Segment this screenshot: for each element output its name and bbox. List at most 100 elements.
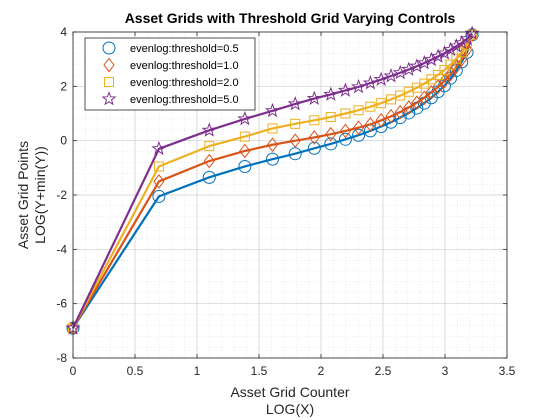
legend-entry: evenlog:threshold=2.0 — [104, 77, 239, 89]
data-point — [238, 159, 252, 173]
data-point — [203, 153, 215, 169]
data-point — [436, 45, 453, 60]
y-tick-label: 4 — [60, 25, 67, 39]
data-point — [266, 137, 279, 153]
data-point — [325, 112, 336, 123]
legend-label: evenlog:threshold=0.5 — [130, 43, 239, 55]
data-point — [375, 112, 387, 128]
x-tick-label: 1.5 — [251, 364, 268, 378]
data-point — [466, 27, 478, 43]
data-point — [202, 170, 216, 184]
data-point — [152, 189, 166, 203]
data-point — [394, 104, 406, 120]
data-point — [443, 41, 459, 57]
x-tick-label: 3.5 — [499, 364, 516, 378]
data-point — [290, 118, 301, 129]
legend-label: evenlog:threshold=2.0 — [130, 77, 239, 89]
x-tick-label: 2.5 — [375, 364, 392, 378]
series-line — [72, 32, 473, 329]
data-point — [307, 141, 321, 155]
legend-entries: evenlog:threshold=0.5 evenlog:threshold=1… — [101, 41, 239, 106]
data-point — [266, 152, 280, 166]
y-tick-label: 2 — [60, 79, 67, 93]
x-tick-label: 2 — [318, 364, 325, 378]
data-point — [456, 47, 467, 58]
data-point — [151, 140, 167, 156]
data-point — [454, 34, 470, 50]
data-point — [451, 53, 462, 64]
data-point — [430, 48, 446, 63]
chart-title: Asset Grids with Threshold Grid Varying … — [125, 10, 456, 26]
y-tick-labels: -8 -6 -4 -2 0 2 4 — [56, 25, 67, 365]
y-tick-label: -4 — [56, 242, 67, 256]
data-point — [352, 120, 365, 135]
data-point — [352, 128, 366, 142]
legend-marker — [103, 57, 115, 73]
data-point — [351, 78, 367, 94]
data-point — [403, 100, 415, 115]
data-point — [339, 123, 352, 139]
y-axis-label-line1: Asset Grid Points — [15, 141, 31, 249]
y-tick-label: 0 — [60, 134, 67, 148]
x-axis-label-line2: LOG(X) — [266, 401, 314, 417]
data-point — [439, 65, 450, 76]
data-point — [373, 71, 389, 86]
data-point — [432, 79, 444, 95]
data-point — [287, 96, 303, 111]
y-tick-label: -8 — [56, 351, 67, 365]
data-point — [153, 174, 165, 189]
data-point — [267, 123, 278, 134]
data-point — [264, 102, 281, 118]
data-point — [289, 133, 301, 148]
series-layer — [65, 25, 480, 336]
data-point — [308, 130, 320, 145]
data-point — [325, 126, 337, 142]
x-tick-label: 1 — [194, 364, 201, 378]
data-point — [401, 61, 417, 76]
legend-label: evenlog:threshold=5.0 — [130, 94, 239, 106]
data-point — [450, 59, 462, 75]
series-line — [72, 34, 474, 329]
legend-entry: evenlog:threshold=5.0 — [101, 91, 239, 106]
data-point — [337, 82, 353, 97]
x-tick-label: 0 — [70, 364, 77, 378]
data-point — [153, 161, 164, 172]
data-point — [425, 84, 437, 100]
series-line — [72, 34, 474, 329]
legend-marker — [102, 41, 116, 55]
data-point — [237, 110, 253, 126]
data-point — [464, 25, 480, 40]
data-point — [445, 59, 456, 70]
series-4 — [65, 25, 480, 335]
y-tick-label: -6 — [56, 297, 67, 311]
data-point — [340, 108, 351, 119]
x-axis-label-line1: Asset Grid Counter — [230, 384, 349, 400]
data-point — [444, 66, 457, 82]
data-point — [423, 51, 439, 67]
data-point — [448, 38, 464, 53]
data-point — [338, 132, 352, 146]
legend-entry: evenlog:threshold=0.5 — [102, 41, 239, 55]
legend-label: evenlog:threshold=1.0 — [130, 60, 239, 72]
data-point — [353, 105, 364, 116]
data-point — [365, 101, 376, 112]
data-point — [204, 141, 215, 152]
data-point — [364, 117, 376, 132]
data-point — [323, 86, 339, 101]
data-point — [309, 115, 320, 126]
data-point — [201, 122, 217, 137]
data-point — [392, 64, 408, 80]
data-point — [438, 73, 451, 89]
y-axis-label-line2: LOG(Y+min(Y)) — [32, 146, 48, 244]
data-point — [239, 131, 250, 142]
legend-entry: evenlog:threshold=1.0 — [103, 57, 239, 73]
data-point — [418, 90, 430, 106]
data-point — [324, 137, 338, 151]
x-tick-label: 0.5 — [127, 364, 144, 378]
legend-marker — [101, 91, 117, 106]
series-3 — [68, 29, 478, 334]
legend: evenlog:threshold=0.5 evenlog:threshold=1… — [84, 37, 256, 111]
ticks-layer — [72, 31, 508, 359]
data-point — [362, 75, 378, 90]
